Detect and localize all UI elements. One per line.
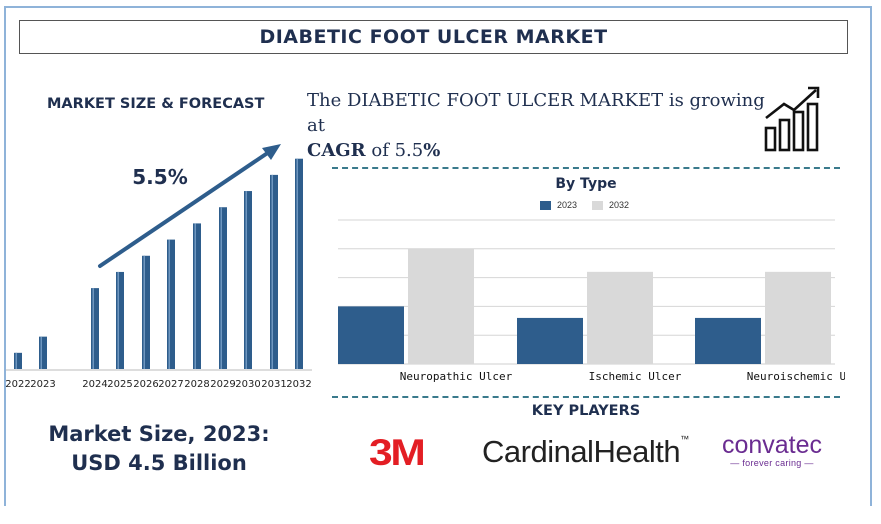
trademark-symbol: ™ (680, 434, 689, 444)
forecast-bar-2025 (116, 271, 124, 369)
forecast-bar-highlight-2023 (40, 336, 42, 369)
frame-right-border (870, 6, 872, 506)
market-size-line1: Market Size, 2023: (48, 422, 270, 446)
x-tick-label-2028: 2028 (184, 379, 209, 390)
forecast-bar-highlight-2022 (15, 352, 17, 369)
legend-swatch-2023 (540, 200, 551, 210)
logo-cardinal-health: CardinalHealth™ (482, 434, 689, 470)
forecast-bar-highlight-2029 (220, 207, 222, 369)
x-tick-label-2029: 2029 (210, 379, 235, 390)
forecast-bar-2031 (270, 174, 278, 369)
x-tick-label-2031: 2031 (261, 379, 286, 390)
forecast-bar-highlight-2030 (245, 191, 247, 369)
market-size-line2: USD 4.5 Billion (71, 451, 247, 475)
legend-item-2032: 2032 (592, 200, 629, 210)
frame-left-border (4, 6, 6, 506)
legend-swatch-2032 (592, 200, 603, 210)
trend-arrow-head (262, 144, 281, 160)
x-tick-label-2026: 2026 (133, 379, 158, 390)
legend-item-2023: 2023 (540, 200, 577, 210)
forecast-bar-highlight-2027 (168, 239, 170, 369)
page-title: DIABETIC FOOT ULCER MARKET (259, 26, 608, 48)
legend-label-2032: 2032 (609, 200, 630, 210)
forecast-bar-2022 (14, 352, 22, 369)
bar-neuroischemic-ulcers-2032 (765, 271, 831, 364)
logo-3m: 3M (369, 432, 426, 473)
forecast-bar-highlight-2031 (271, 174, 273, 369)
logo-cardinal-health-text: CardinalHealth (482, 434, 681, 469)
title-banner: DIABETIC FOOT ULCER MARKET (19, 20, 848, 54)
category-label-neuropathic-ulcer: Neuropathic Ulcer (400, 370, 513, 383)
logo-convatec-tagline: — forever caring — (730, 458, 814, 468)
by-type-bar-chart: Neuropathic Ulcer Ischemic Ulcer Neuroisch… (338, 219, 845, 383)
bar-neuropathic-ulcer-2032 (408, 248, 474, 364)
forecast-bar-highlight-2028 (194, 223, 196, 369)
forecast-bar-2027 (167, 239, 175, 369)
forecast-bar-2029 (219, 207, 227, 369)
forecast-bar-2023 (39, 336, 47, 369)
trend-arrow (98, 148, 274, 268)
by-type-title: By Type (555, 176, 617, 192)
category-label-ischemic-ulcer: Ischemic Ulcer (589, 370, 682, 383)
legend-label-2023: 2023 (557, 200, 578, 210)
x-tick-label-2024: 2024 (82, 379, 107, 390)
forecast-bar-2024 (91, 288, 99, 369)
growth-rate-label: 5.5% (132, 165, 187, 189)
cagr-label: CAGR (307, 140, 366, 161)
forecast-bar-2032 (295, 158, 303, 369)
key-players-heading: KEY PLAYERS (531, 403, 641, 419)
logo-convatec-name: convatec (721, 431, 823, 459)
growth-chart-icon (764, 86, 820, 152)
forecast-bar-chart: 2022 2023 2024 2025 2026 2027 2028 2029 2030 2031… (5, 144, 312, 390)
forecast-bar-2026 (142, 255, 150, 369)
cagr-percent-sign: % (423, 140, 441, 161)
category-label-neuroischemic-ulcers: Neuroischemic Ulcers (747, 370, 845, 383)
x-tick-label-2027: 2027 (158, 379, 183, 390)
x-tick-label-2032: 2032 (286, 379, 311, 390)
bar-neuropathic-ulcer-2023 (338, 306, 404, 364)
bar-neuroischemic-ulcers-2023 (695, 317, 761, 364)
forecast-bar-2028 (193, 223, 201, 369)
forecast-bar-highlight-2026 (143, 255, 145, 369)
cagr-sentence: The DIABETIC FOOT ULCER MARKET is growin… (307, 88, 767, 163)
dashed-separator-bottom (332, 396, 840, 398)
forecast-bar-highlight-2024 (92, 288, 94, 369)
cagr-sentence-middle: of 5.5 (371, 140, 424, 161)
x-tick-label-2022: 2022 (5, 379, 30, 390)
x-tick-label-2025: 2025 (107, 379, 132, 390)
bar-ischemic-ulcer-2032 (587, 271, 653, 364)
frame-top-border (4, 6, 872, 8)
market-size-summary: Market Size, 2023: USD 4.5 Billion (14, 420, 304, 478)
x-tick-label-2030: 2030 (235, 379, 260, 390)
bar-ischemic-ulcer-2023 (517, 317, 583, 364)
cagr-sentence-prefix: The DIABETIC FOOT ULCER MARKET is growin… (307, 90, 765, 136)
x-tick-label-2023: 2023 (30, 379, 55, 390)
logo-convatec: convatec — forever caring — (712, 432, 832, 468)
forecast-bar-highlight-2032 (296, 158, 298, 369)
market-size-forecast-heading: MARKET SIZE & FORECAST (47, 96, 265, 112)
forecast-bar-highlight-2025 (117, 271, 119, 369)
forecast-bar-2030 (244, 191, 252, 369)
dashed-separator-top (332, 167, 840, 169)
